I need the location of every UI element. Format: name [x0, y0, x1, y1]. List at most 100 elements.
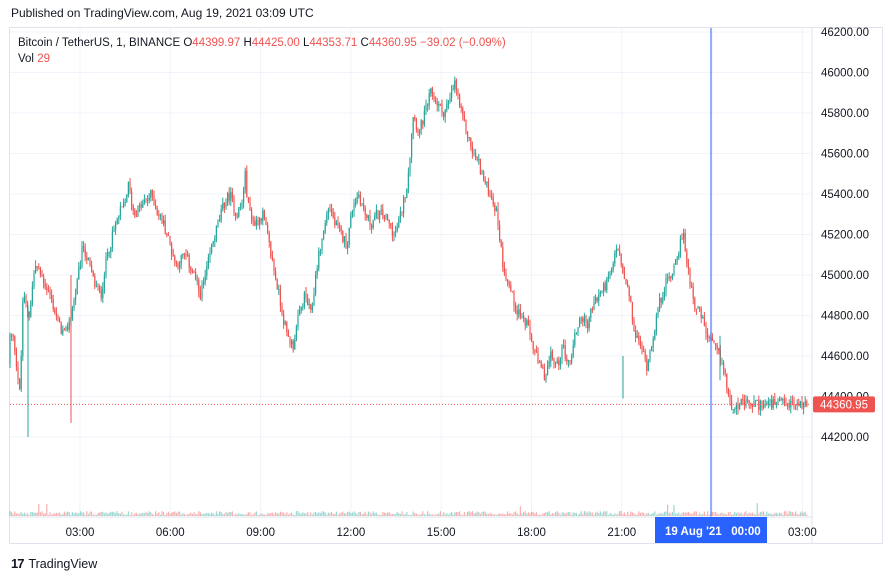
candle-body	[196, 280, 198, 282]
candle-body	[12, 335, 14, 337]
chart-frame[interactable]	[9, 27, 883, 544]
volume-bar	[71, 512, 73, 516]
candle-body	[399, 212, 401, 219]
volume-bar	[270, 513, 272, 516]
candle-body	[89, 258, 91, 265]
volume-bar	[99, 512, 101, 516]
volume-bar	[129, 514, 131, 516]
volume-bar	[358, 512, 360, 516]
candle-body	[236, 215, 238, 217]
candle-body	[289, 336, 291, 345]
x-tick-label: 09:00	[246, 527, 275, 539]
volume-bar	[774, 512, 776, 516]
crosshair-time-label: 19 Aug '21 00:00	[665, 526, 761, 538]
volume-bar	[182, 513, 184, 516]
volume-bar	[335, 511, 337, 516]
candle-body	[175, 261, 177, 264]
volume-bar	[308, 514, 310, 516]
tradingview-logo[interactable]: 17 TradingView	[11, 556, 97, 571]
volume-bar	[625, 514, 627, 516]
volume-bar	[63, 511, 65, 516]
volume-bar	[59, 512, 61, 516]
volume-row: Vol 29	[18, 51, 506, 67]
candle-body	[521, 315, 523, 317]
volume-bar	[55, 512, 57, 516]
candle-body	[507, 279, 509, 282]
candle-body	[25, 296, 27, 304]
volume-bar	[622, 514, 624, 516]
candle-body	[691, 285, 693, 288]
volume-bar	[279, 511, 281, 516]
candle-body	[609, 272, 611, 277]
volume-bar	[705, 514, 707, 516]
candle-body	[81, 245, 83, 266]
volume-bar	[748, 512, 750, 516]
volume-bar	[206, 512, 208, 516]
volume-bar	[500, 514, 502, 516]
candle-body	[111, 231, 113, 248]
volume-bar	[633, 513, 635, 516]
volume-bar	[590, 512, 592, 516]
candle-body	[593, 301, 595, 310]
volume-bar	[175, 513, 177, 516]
candle-body	[553, 358, 555, 364]
candle-body	[487, 181, 489, 195]
volume-bar	[131, 512, 133, 516]
volume-bar	[388, 511, 390, 516]
candle-body	[783, 399, 785, 404]
candle-body	[102, 288, 104, 299]
candle-body	[35, 266, 37, 273]
volume-bar	[403, 514, 405, 516]
volume-bar	[300, 513, 302, 516]
candle-body	[454, 80, 456, 89]
volume-bar	[777, 514, 779, 516]
volume-bar	[489, 512, 491, 516]
candle-body	[212, 241, 214, 244]
volume-bar	[188, 513, 190, 516]
candle-body	[558, 360, 560, 366]
candle-body	[523, 315, 525, 319]
candle-body	[718, 348, 720, 351]
volume-bar	[783, 511, 785, 516]
volume-bar	[471, 511, 473, 516]
volume-bar	[382, 511, 384, 516]
volume-bar	[751, 512, 753, 516]
candle-body	[443, 112, 445, 117]
volume-bar	[782, 514, 784, 516]
volume-bar	[340, 512, 342, 516]
candle-body	[476, 158, 478, 160]
candle-body	[431, 88, 433, 96]
volume-value: 29	[37, 53, 50, 65]
volume-bar	[731, 514, 733, 516]
volume-bar	[787, 513, 789, 516]
volume-bar	[407, 514, 409, 516]
candle-body	[225, 202, 227, 209]
candle-body	[94, 276, 96, 287]
volume-bar	[276, 513, 278, 516]
candle-body	[775, 402, 777, 405]
candle-body	[41, 274, 43, 277]
candle-body	[199, 291, 201, 300]
volume-bar	[390, 514, 392, 516]
volume-bar	[563, 512, 565, 516]
candle-body	[46, 287, 48, 291]
candle-body	[49, 290, 51, 295]
candle-body	[406, 188, 408, 198]
candle-body	[457, 90, 459, 95]
candle-body	[134, 210, 136, 216]
volume-bar	[68, 512, 70, 516]
volume-bar	[412, 511, 414, 516]
volume-bar	[294, 514, 296, 516]
volume-bar	[302, 512, 304, 516]
volume-bar	[439, 511, 441, 516]
candle-body	[676, 257, 678, 260]
candle-body	[571, 356, 573, 363]
volume-bar	[684, 512, 686, 516]
volume-bar	[126, 514, 128, 516]
volume-bar	[143, 513, 145, 516]
candle-body	[299, 310, 301, 316]
volume-bar	[644, 514, 646, 516]
volume-bar	[347, 512, 349, 516]
candle-body	[663, 291, 665, 298]
